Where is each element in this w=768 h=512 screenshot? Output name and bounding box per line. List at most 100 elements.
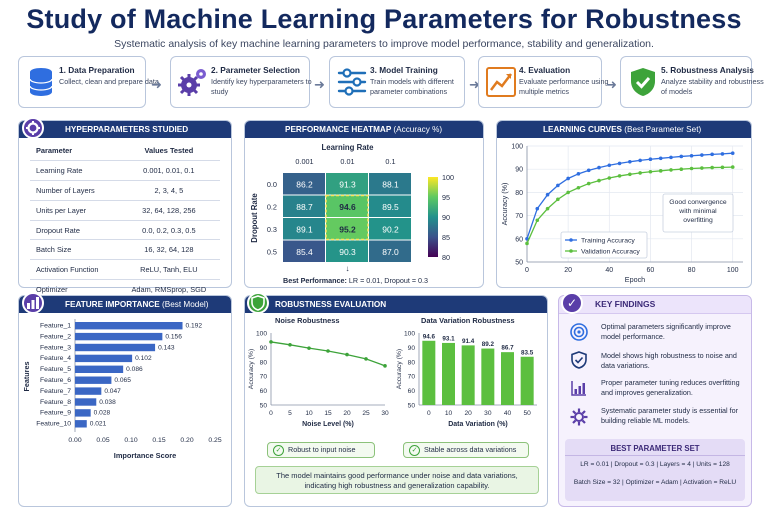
table-row: Units per Layer 32, 64, 128, 256 <box>30 200 220 221</box>
series-point <box>730 165 735 169</box>
table-row: Learning Rate 0.001, 0.01, 0.1 <box>30 160 220 182</box>
heatmap-cell <box>326 218 368 240</box>
best-performance-text: Best Performance: LR = 0.01, Dropout = 0… <box>283 276 428 285</box>
colorbar-tick-label: 80 <box>442 253 450 262</box>
best-parameter-box: BEST PARAMETER SET LR = 0.01 | Dropout =… <box>565 439 745 501</box>
data-bar-value-label: 93.1 <box>442 335 455 342</box>
series-point <box>586 168 591 173</box>
feature-importance-panel: FEATURE IMPORTANCE (Best Model) 0.00 0.05… <box>18 295 232 507</box>
noise-point <box>345 352 349 357</box>
x-tick-label: 0.10 <box>124 437 137 444</box>
heatmap-cell-value: 87.0 <box>382 247 399 257</box>
y-tick-label: 50 <box>260 403 268 410</box>
heatmap-panel: PERFORMANCE HEATMAP (Accuracy %) Learnin… <box>244 120 484 288</box>
series-point <box>628 172 632 177</box>
series-point <box>638 171 642 175</box>
y-tick-label: 100 <box>256 331 267 338</box>
note-text: with minimal <box>678 208 717 215</box>
feature-label: Feature_3 <box>40 344 71 351</box>
legend-box <box>560 231 648 259</box>
series-point <box>586 181 591 186</box>
feature-bar <box>75 420 87 428</box>
heatmap-row-label: 0.3 <box>267 225 277 234</box>
database-icon <box>29 68 53 96</box>
noise-point <box>326 349 330 353</box>
y-tick-label: 70 <box>515 213 523 220</box>
step-title: 2. Parameter Selection <box>211 65 301 75</box>
feature-label: Feature_5 <box>40 366 71 373</box>
col-header-values: Values Tested <box>117 141 220 162</box>
noise-pill-text: Robust to input noise <box>288 445 356 454</box>
series-point <box>638 158 642 163</box>
series-point <box>566 190 570 195</box>
note-box <box>662 193 734 233</box>
series-point <box>658 169 663 173</box>
key-findings-panel: KEY FINDINGS Optimal parameters signific… <box>558 295 752 507</box>
best-parameter-line-2: Batch Size = 32 | Optimizer = Adam | Act… <box>573 479 737 486</box>
x-tick-label: 40 <box>605 267 613 274</box>
check-circle-icon: ✓ <box>561 292 583 314</box>
step-robustness-analysis: 5. Robustness Analysis Analyze stability… <box>620 56 764 108</box>
series-point <box>710 152 714 157</box>
y-tick-label: 60 <box>408 388 416 395</box>
x-tick-label: 60 <box>647 267 655 274</box>
feature-label: Feature_1 <box>40 323 71 330</box>
heatmap-row-label: 0.2 <box>267 202 277 211</box>
series-point <box>720 165 725 170</box>
x-tick-label: 0 <box>269 410 273 417</box>
heatmap-col-label: 0.001 <box>295 157 313 166</box>
panel-header-sub: (Accuracy %) <box>393 125 443 134</box>
series-point <box>566 176 570 181</box>
feature-label: Feature_10 <box>36 421 71 428</box>
feature-value-label: 0.156 <box>165 333 182 340</box>
values-cell: 2, 3, 4, 5 <box>117 180 220 201</box>
series-point <box>689 153 694 158</box>
table-row: Optimizer Adam, RMSprop, SGD <box>30 279 220 300</box>
panel-header: ROBUSTNESS EVALUATION <box>245 296 547 313</box>
feature-value-label: 0.086 <box>126 366 143 373</box>
step-desc: Collect, clean and prepare data <box>59 77 159 86</box>
series-point <box>545 192 550 197</box>
y-tick-label: 60 <box>515 236 523 243</box>
param-cell: Dropout Rate <box>30 220 118 241</box>
series-point <box>535 218 540 223</box>
heatmap-chart: Learning Rate 0.001 0.01 0.1 Dropout Rate 0.0… <box>250 143 454 285</box>
heatmap-cell <box>283 173 325 195</box>
series-point <box>679 167 684 171</box>
step-desc: Train models with different parameter co… <box>370 77 454 96</box>
series-point <box>658 156 663 161</box>
learning-curves-chart: 100 90 80 70 60 500 20 40 60 80 100 Accuracy (%) Epo… <box>500 144 743 284</box>
learning-curves-panel: LEARNING CURVES (Best Parameter Set) 100… <box>496 120 752 288</box>
heatmap-cell <box>326 240 368 262</box>
data-bar-value-label: 94.6 <box>423 333 436 340</box>
values-cell: ReLU, Tanh, ELU <box>117 259 220 281</box>
y-tick-label: 50 <box>408 403 416 410</box>
step-model-training: 3. Model Training Train models with diff… <box>329 56 465 108</box>
heatmap-row-label: 0.5 <box>267 247 277 256</box>
table-header-row: Parameter Values Tested <box>30 141 220 162</box>
series-point <box>669 168 673 172</box>
data-bar <box>520 356 534 405</box>
findings-header-bar <box>559 296 751 314</box>
data-bar-value-label: 89.2 <box>482 341 495 348</box>
x-axis-label: Epoch <box>625 275 645 284</box>
y-tick-label: 100 <box>511 144 523 151</box>
panel-header-sub: (Best Model) <box>162 300 209 309</box>
param-cell: Learning Rate <box>30 160 118 182</box>
series-point <box>545 206 550 211</box>
feature-bar <box>75 343 156 352</box>
x-tick-label: 20 <box>464 410 472 417</box>
heatmap-cell <box>369 173 411 195</box>
heatmap-cell-value: 88.7 <box>296 202 313 212</box>
y-tick-label: 70 <box>408 374 416 381</box>
y-axis-label: Accuracy (%) <box>500 183 509 226</box>
series-point <box>700 166 704 170</box>
data-bar <box>422 340 436 405</box>
page-title: Study of Machine Learning Parameters for… <box>26 4 742 34</box>
x-tick-label: 30 <box>484 410 492 417</box>
feature-importance-chart: 0.00 0.05 0.10 0.15 0.20 0.25 Feature_1 0.192 Fe… <box>22 319 222 460</box>
x-tick-label: 30 <box>381 410 389 417</box>
noise-pill: ✓ Robust to input noise <box>267 442 375 458</box>
series-point <box>648 157 653 162</box>
note-text: Good convergence <box>669 199 727 206</box>
